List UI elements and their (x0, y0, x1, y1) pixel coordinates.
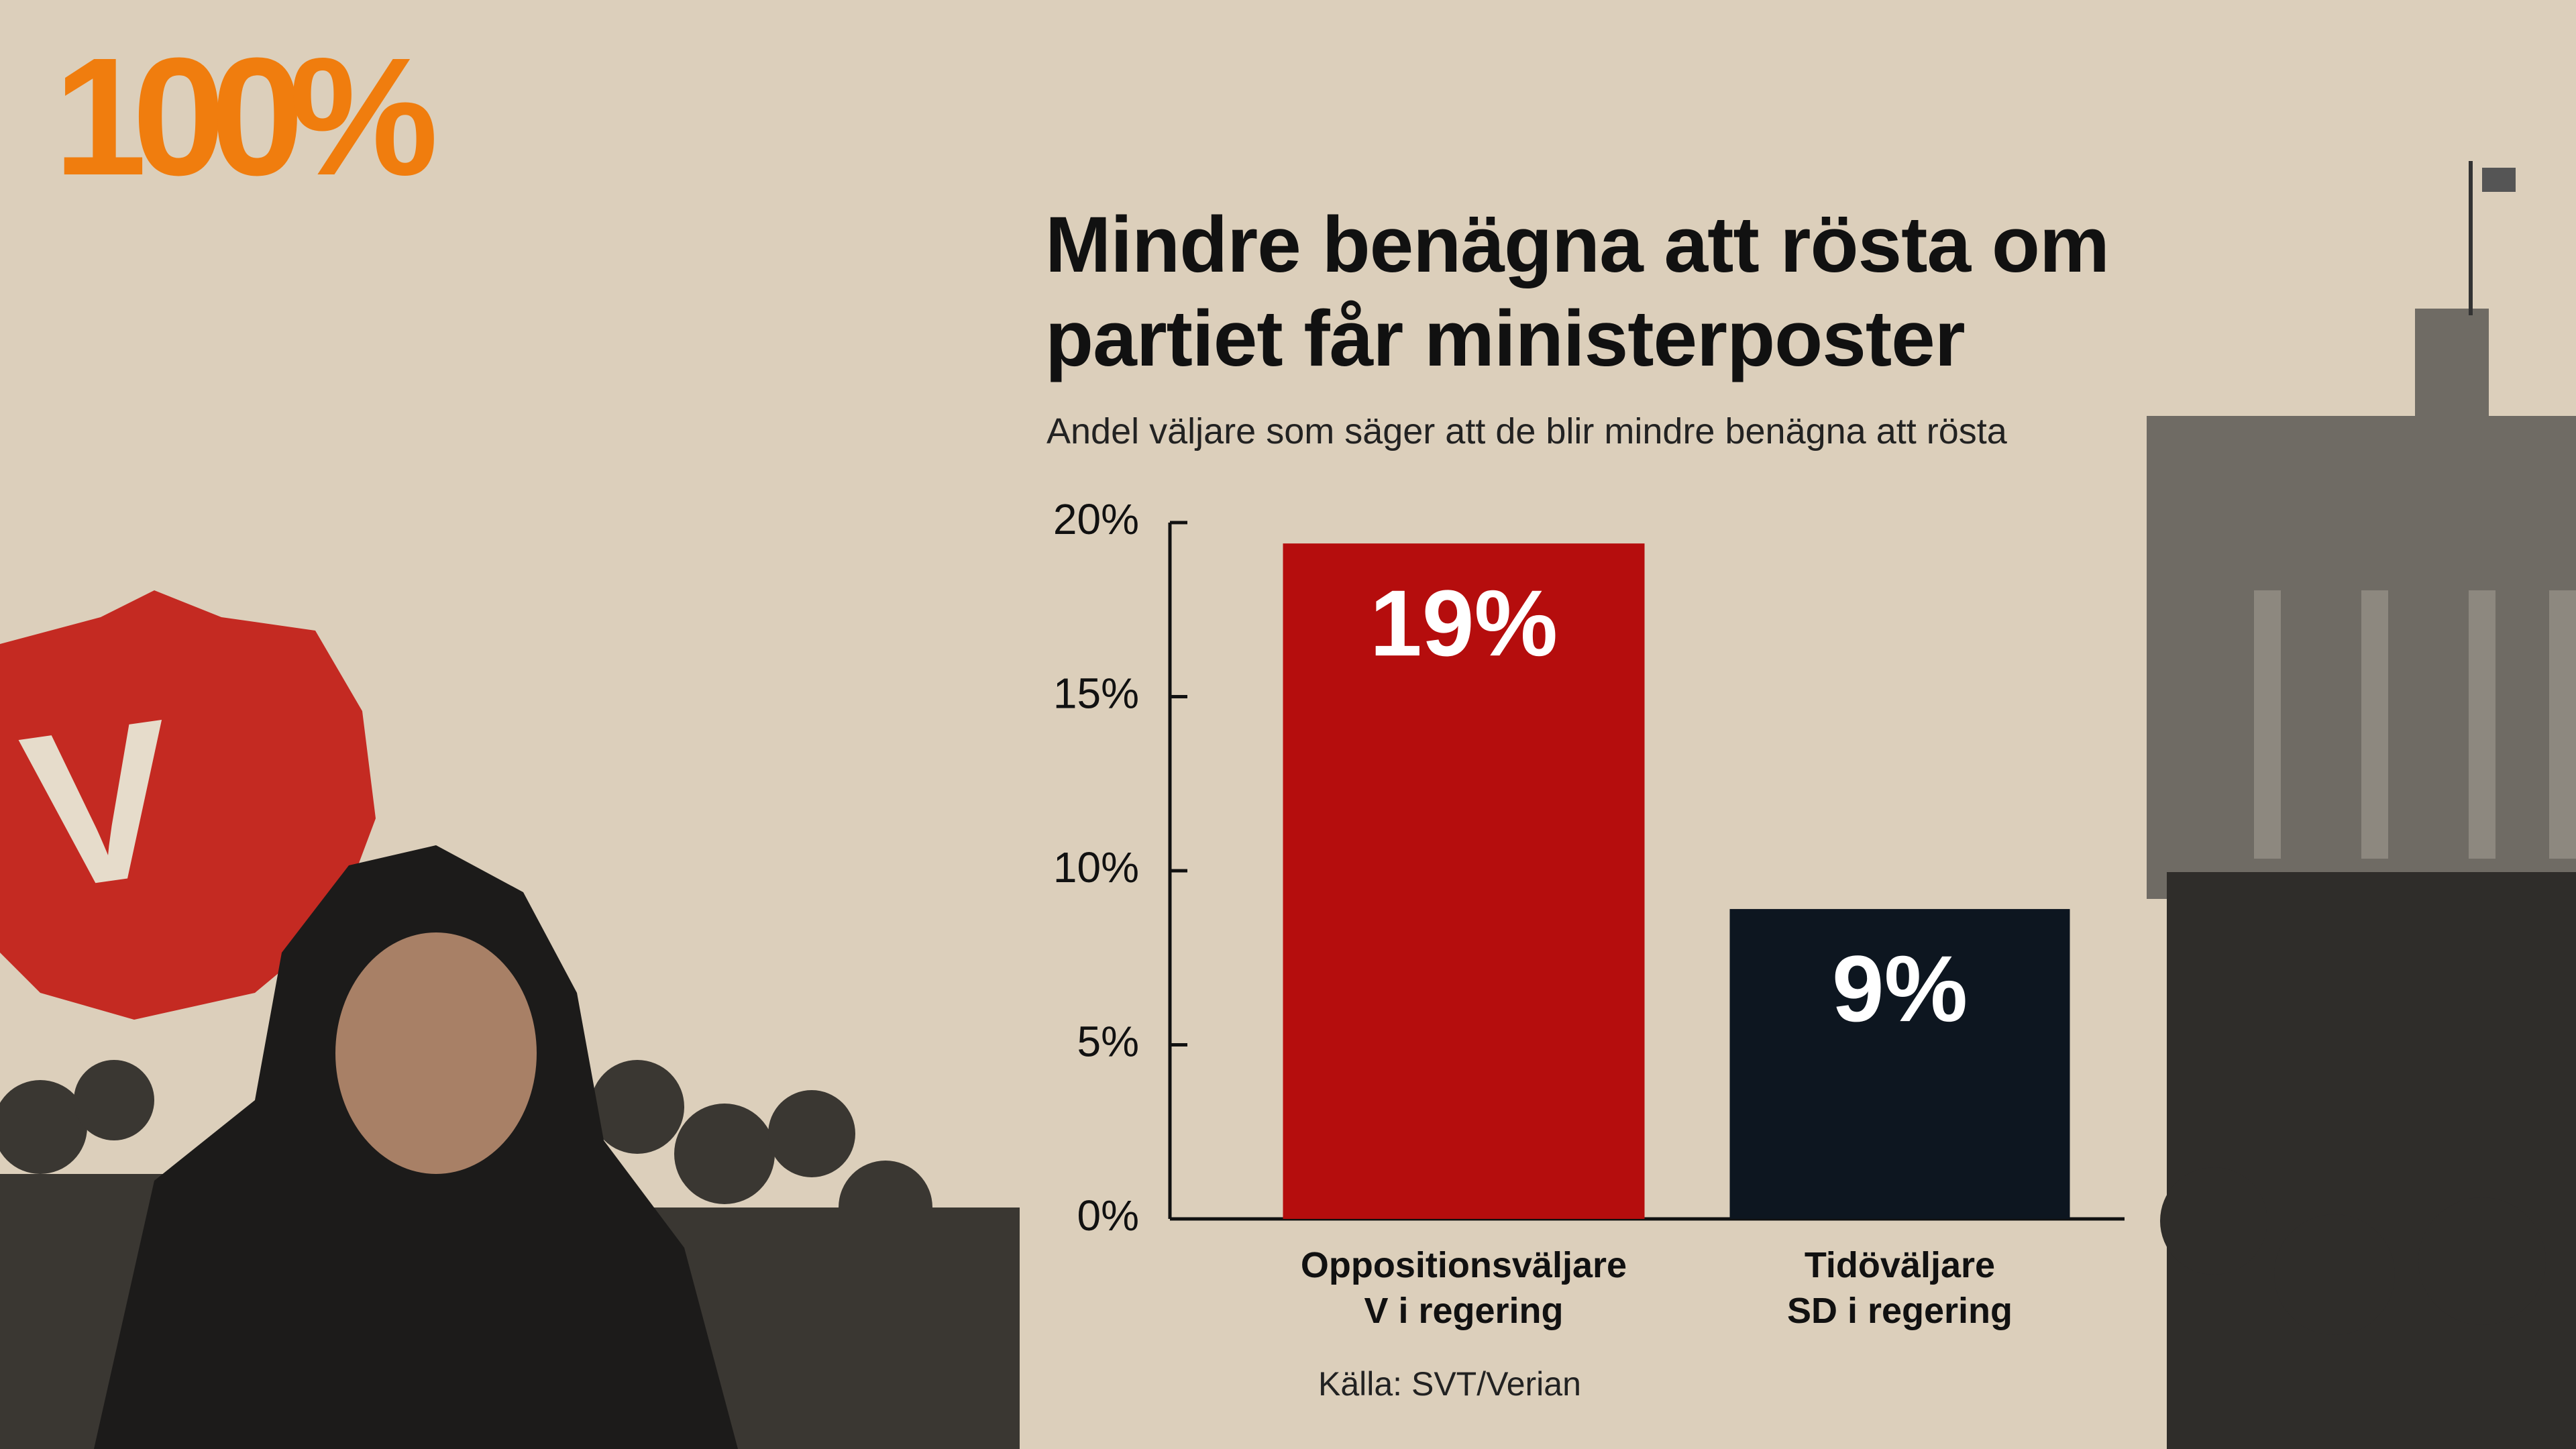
y-tick-label: 15% (1053, 669, 1139, 717)
x-tick-label: Oppositionsväljare V i regering (1300, 1245, 1627, 1331)
y-tick-label: 0% (1077, 1191, 1140, 1240)
source: Källa: SVT/Verian (1318, 1365, 1581, 1403)
columns (2254, 590, 2576, 859)
logo: 100% (54, 23, 438, 210)
x-tick-label: Tidöväljare SD i regering (1786, 1245, 2013, 1331)
value-label: 9% (1832, 936, 1968, 1041)
value-label: 19% (1370, 570, 1558, 676)
y-tick-label: 5% (1077, 1017, 1140, 1065)
y-tick-label: 20% (1053, 495, 1139, 543)
decoration (0, 161, 2576, 1449)
right-crowd (2160, 872, 2576, 1449)
bar (1729, 909, 2070, 1219)
chart-title: Mindre benägna att rösta om partiet får … (1045, 201, 2110, 383)
bar (1283, 543, 1645, 1219)
y-tick-label: 10% (1053, 843, 1139, 892)
chart-subtitle: Andel väljare som säger att de blir mind… (1046, 411, 2007, 451)
badge-blob (0, 590, 376, 1020)
face (335, 932, 537, 1174)
